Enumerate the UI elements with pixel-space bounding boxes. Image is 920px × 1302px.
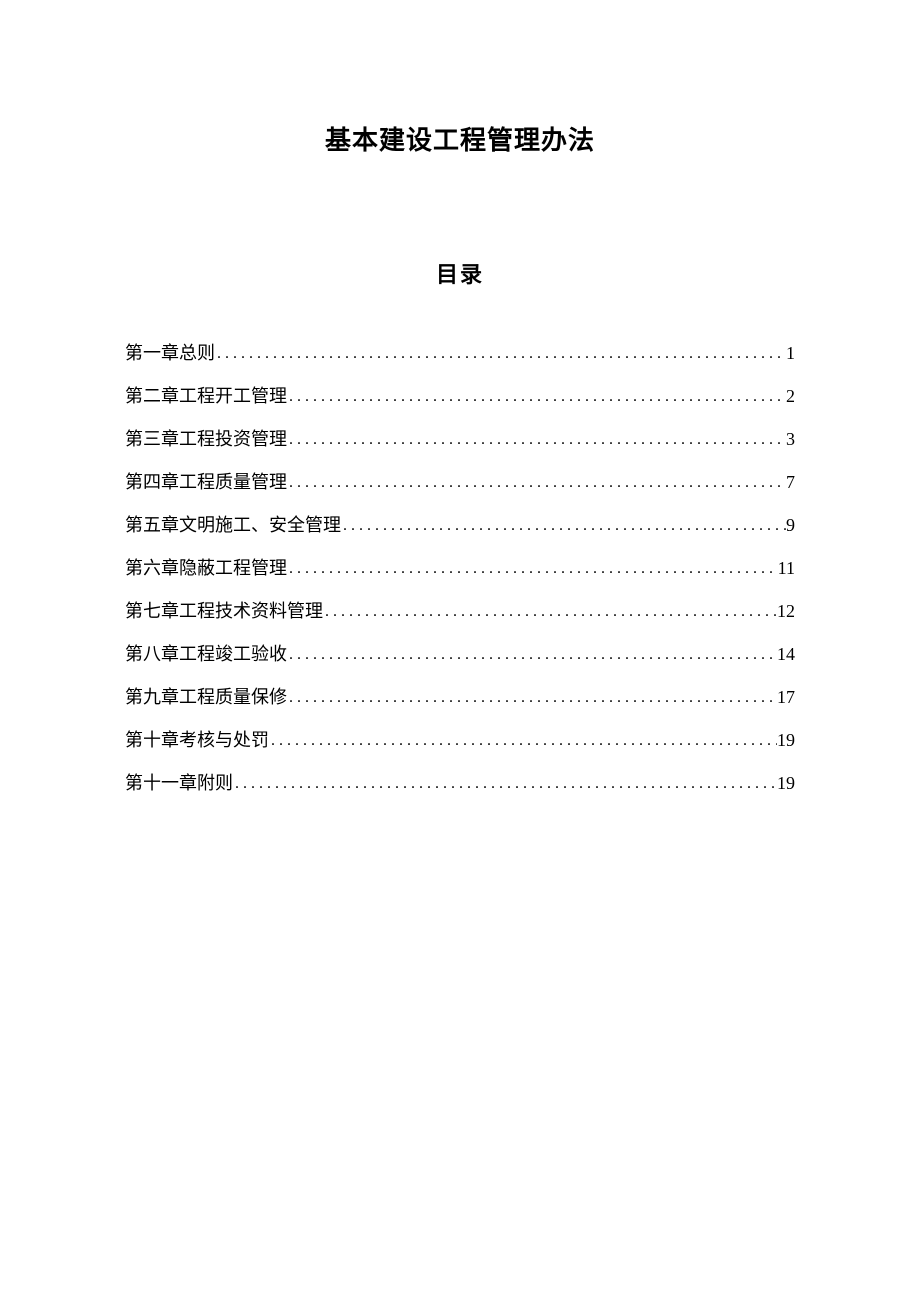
toc-item-label: 第十一章附则: [125, 774, 233, 792]
toc-item-label: 第三章工程投资管理: [125, 430, 287, 448]
toc-leader-dots: [287, 647, 777, 663]
toc-item: 第五章文明施工、安全管理 9: [125, 516, 795, 535]
toc-list: 第一章总则 1 第二章工程开工管理 2 第三章工程投资管理 3 第四章工程质量管…: [125, 344, 795, 793]
toc-item: 第八章工程竣工验收 14: [125, 645, 795, 664]
toc-item-page: 7: [786, 473, 795, 491]
toc-leader-dots: [323, 604, 777, 620]
toc-leader-dots: [287, 690, 777, 706]
toc-leader-dots: [269, 733, 777, 749]
toc-item-label: 第五章文明施工、安全管理: [125, 516, 341, 534]
toc-item-label: 第九章工程质量保修: [125, 688, 287, 706]
toc-item-page: 12: [777, 602, 795, 620]
toc-heading: 目录: [125, 257, 795, 289]
toc-item: 第十一章附则 19: [125, 774, 795, 793]
toc-item-page: 19: [777, 774, 795, 792]
toc-item-page: 19: [777, 731, 795, 749]
toc-item-page: 3: [786, 430, 795, 448]
toc-item-page: 14: [777, 645, 795, 663]
toc-item: 第七章工程技术资料管理 12: [125, 602, 795, 621]
toc-leader-dots: [287, 432, 786, 448]
toc-leader-dots: [287, 561, 778, 577]
toc-leader-dots: [233, 776, 777, 792]
toc-item-page: 1: [786, 344, 795, 362]
toc-item: 第一章总则 1: [125, 344, 795, 363]
toc-item-label: 第八章工程竣工验收: [125, 645, 287, 663]
toc-item-page: 17: [777, 688, 795, 706]
toc-item: 第十章考核与处罚 19: [125, 731, 795, 750]
toc-item-label: 第七章工程技术资料管理: [125, 602, 323, 620]
toc-item: 第四章工程质量管理 7: [125, 473, 795, 492]
toc-leader-dots: [215, 346, 786, 362]
document-title: 基本建设工程管理办法: [125, 120, 795, 157]
toc-item: 第二章工程开工管理 2: [125, 387, 795, 406]
toc-item-label: 第十章考核与处罚: [125, 731, 269, 749]
toc-leader-dots: [287, 475, 786, 491]
toc-item: 第九章工程质量保修 17: [125, 688, 795, 707]
toc-item-label: 第二章工程开工管理: [125, 387, 287, 405]
toc-item-page: 2: [786, 387, 795, 405]
toc-item-page: 9: [786, 516, 795, 534]
toc-item-page: 11: [778, 559, 795, 577]
toc-item-label: 第四章工程质量管理: [125, 473, 287, 491]
toc-item: 第六章隐蔽工程管理 11: [125, 559, 795, 578]
toc-leader-dots: [341, 518, 786, 534]
toc-item-label: 第一章总则: [125, 344, 215, 362]
toc-leader-dots: [287, 389, 786, 405]
toc-item-label: 第六章隐蔽工程管理: [125, 559, 287, 577]
toc-item: 第三章工程投资管理 3: [125, 430, 795, 449]
